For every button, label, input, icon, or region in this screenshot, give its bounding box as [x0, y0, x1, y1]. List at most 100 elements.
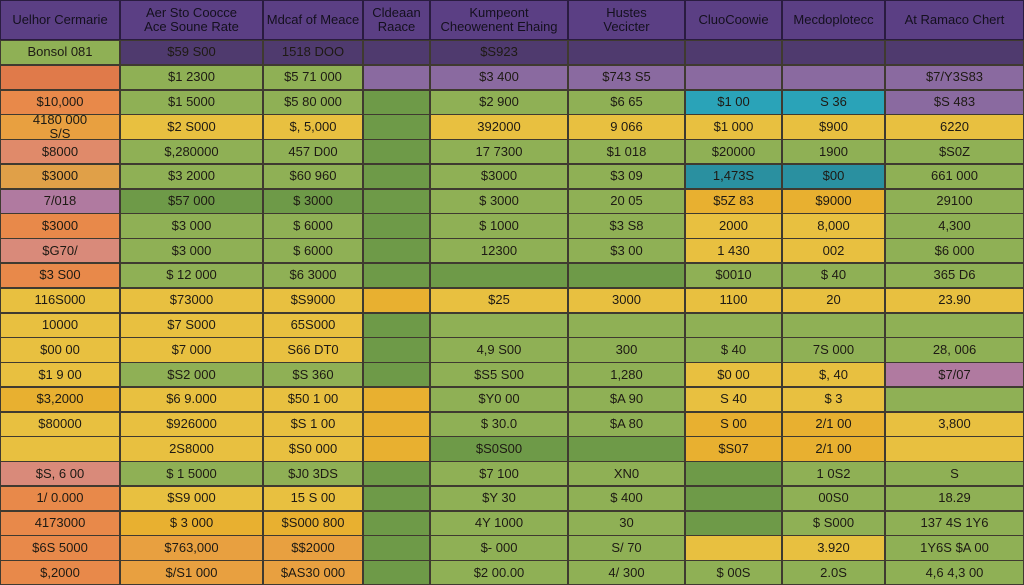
cell — [568, 436, 685, 462]
cell: 392000 — [430, 114, 568, 140]
cell: $ 3 — [782, 386, 885, 413]
cell: $S2 000 — [120, 362, 263, 388]
cell: $3 S8 — [568, 213, 685, 239]
cell: 7S 000 — [782, 337, 885, 363]
cell: 4/ 300 — [568, 560, 685, 585]
cell: $A 80 — [568, 411, 685, 437]
cell: $6 9.000 — [120, 386, 263, 413]
cell — [430, 312, 568, 338]
cell: 4180 000 S/S — [0, 114, 120, 140]
cell: $ 00S — [685, 560, 782, 585]
cell — [685, 461, 782, 487]
cell — [363, 163, 430, 190]
cell: $5 71 000 — [263, 64, 363, 91]
cell — [363, 64, 430, 91]
cell: $7/07 — [885, 362, 1024, 388]
cell — [685, 510, 782, 536]
cell: $Y 30 — [430, 485, 568, 512]
cell — [363, 287, 430, 313]
cell: $3 2000 — [120, 163, 263, 190]
cell: 002 — [782, 238, 885, 264]
cell: $ 3000 — [430, 188, 568, 214]
cell: $1 000 — [685, 114, 782, 140]
cell: $3 400 — [430, 64, 568, 91]
cell — [363, 213, 430, 239]
cell: 457 D00 — [263, 139, 363, 165]
cell: $73000 — [120, 287, 263, 313]
cell: $50 1 00 — [263, 386, 363, 413]
cell: $,280000 — [120, 139, 263, 165]
cell: $S0 000 — [263, 436, 363, 462]
cell: 65S000 — [263, 312, 363, 338]
cell: 116S000 — [0, 287, 120, 313]
cell — [568, 312, 685, 338]
cell: Bonsol 081 — [0, 40, 120, 66]
cell: $900 — [782, 114, 885, 140]
cell — [363, 89, 430, 115]
cell: $3,2000 — [0, 386, 120, 413]
cell: 30 — [568, 510, 685, 536]
header-cell: Hustes Vecicter — [568, 0, 685, 40]
cell — [363, 188, 430, 214]
cell: $S9000 — [263, 287, 363, 313]
header-cell: Mdcaf of Meace — [263, 0, 363, 40]
cell — [363, 461, 430, 487]
cell: $ 6000 — [263, 213, 363, 239]
cell: $ 3 000 — [120, 510, 263, 536]
cell — [885, 312, 1024, 338]
cell: $6S 5000 — [0, 535, 120, 561]
cell — [363, 337, 430, 363]
cell: 2.0S — [782, 560, 885, 585]
cell: 2/1 00 — [782, 436, 885, 462]
cell: $80000 — [0, 411, 120, 437]
cell — [782, 40, 885, 66]
cell — [885, 40, 1024, 66]
cell — [363, 560, 430, 585]
cell: $00 — [782, 163, 885, 190]
cell: $0010 — [685, 262, 782, 289]
cell: 9 066 — [568, 114, 685, 140]
header-cell: At Ramaco Chert — [885, 0, 1024, 40]
cell: $926000 — [120, 411, 263, 437]
cell: 20 05 — [568, 188, 685, 214]
cell: $- 000 — [430, 535, 568, 561]
cell: 4,9 S00 — [430, 337, 568, 363]
cell: $/S1 000 — [120, 560, 263, 585]
cell: 15 S 00 — [263, 485, 363, 512]
cell: 28, 006 — [885, 337, 1024, 363]
cell: $ 3000 — [263, 188, 363, 214]
cell: $ 6000 — [263, 238, 363, 264]
cell: $7 S000 — [120, 312, 263, 338]
cell — [885, 436, 1024, 462]
header-cell: Cldeaan Raace — [363, 0, 430, 40]
cell: $1 5000 — [120, 89, 263, 115]
cell — [885, 386, 1024, 413]
cell: $ 1000 — [430, 213, 568, 239]
cell: 7/018 — [0, 188, 120, 214]
cell — [685, 40, 782, 66]
cell: 1,473S — [685, 163, 782, 190]
cell: $3000 — [0, 213, 120, 239]
cell — [0, 436, 120, 462]
cell: 10000 — [0, 312, 120, 338]
cell: 300 — [568, 337, 685, 363]
cell: S 40 — [685, 386, 782, 413]
cell: S 00 — [685, 411, 782, 437]
cell: $ 12 000 — [120, 262, 263, 289]
cell: $S923 — [430, 40, 568, 66]
cell: $25 — [430, 287, 568, 313]
cell: 3,800 — [885, 411, 1024, 437]
cell: $743 S5 — [568, 64, 685, 91]
cell: $, 40 — [782, 362, 885, 388]
cell: $ 30.0 — [430, 411, 568, 437]
cell — [363, 436, 430, 462]
header-cell: CluoCoowie — [685, 0, 782, 40]
cell: 2S8000 — [120, 436, 263, 462]
cell: 00S0 — [782, 485, 885, 512]
cell: $ 400 — [568, 485, 685, 512]
cell: 1 0S2 — [782, 461, 885, 487]
cell — [363, 312, 430, 338]
cell: 12300 — [430, 238, 568, 264]
cell: 1,280 — [568, 362, 685, 388]
cell — [363, 535, 430, 561]
